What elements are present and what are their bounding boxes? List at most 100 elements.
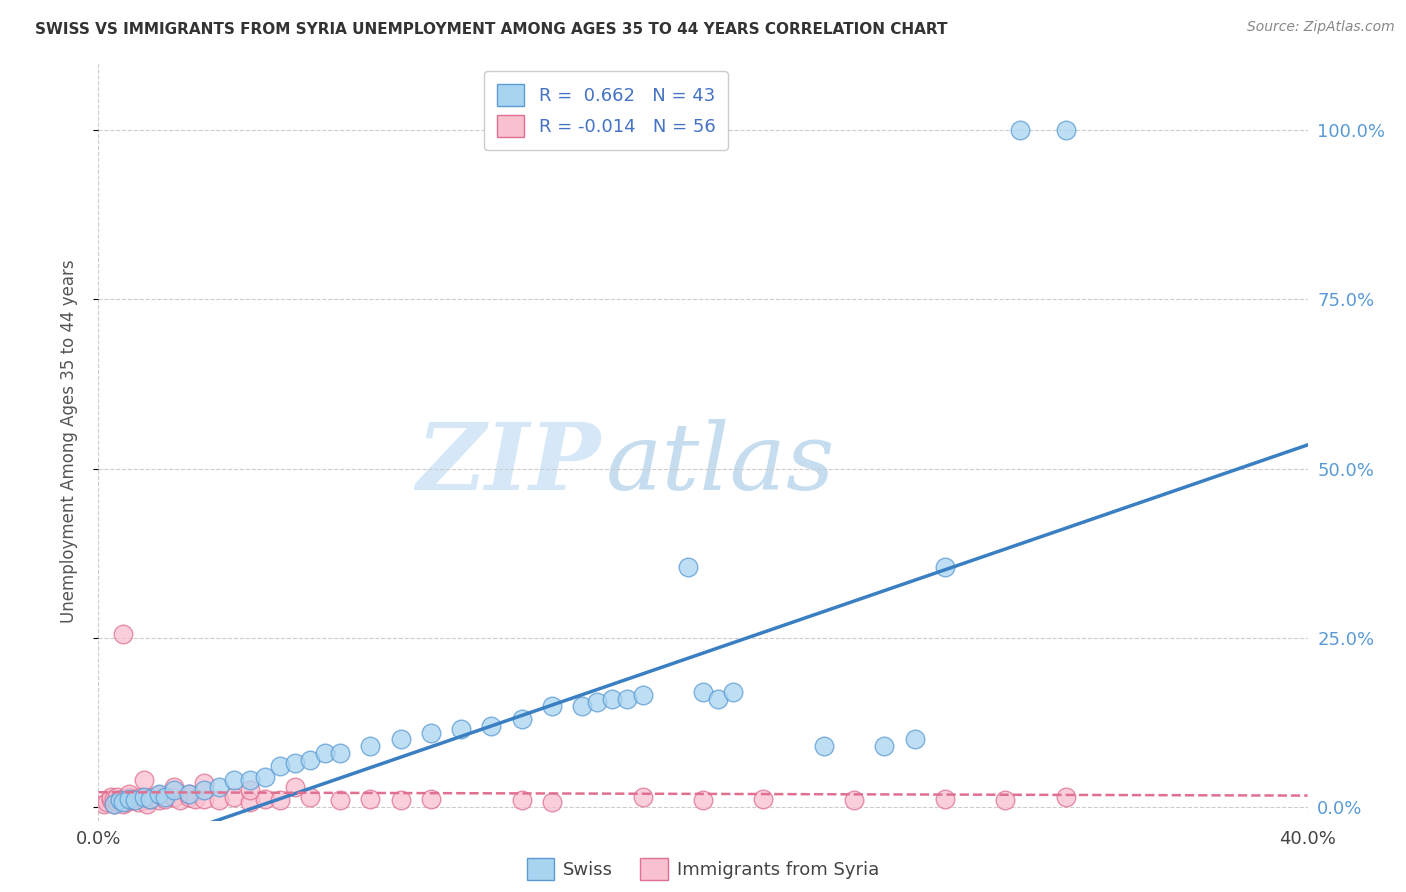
Point [193, 776, 215, 790]
Point [163, 783, 186, 797]
Point [299, 789, 322, 804]
Point [100, 789, 122, 804]
Text: Source: ZipAtlas.com: Source: ZipAtlas.com [1247, 20, 1395, 34]
Point [1010, 123, 1032, 137]
Point [586, 695, 609, 709]
Point [676, 559, 699, 574]
Point [179, 789, 201, 804]
Point [129, 789, 152, 804]
Point [389, 793, 412, 807]
Point [193, 792, 215, 806]
Point [540, 698, 562, 713]
Point [329, 746, 352, 760]
Point [360, 739, 382, 754]
Point [692, 685, 714, 699]
Point [904, 732, 927, 747]
Point [121, 793, 143, 807]
Point [114, 795, 136, 809]
Point [142, 789, 165, 804]
Point [111, 627, 134, 641]
Point [692, 793, 714, 807]
Point [314, 746, 336, 760]
Point [224, 789, 246, 804]
Text: atlas: atlas [606, 419, 835, 509]
Point [169, 793, 191, 807]
Point [124, 793, 146, 807]
Point [108, 793, 131, 807]
Point [96, 795, 118, 809]
Point [752, 792, 775, 806]
Point [269, 793, 291, 807]
Point [111, 797, 134, 811]
Point [420, 792, 443, 806]
Point [284, 756, 307, 770]
Point [934, 792, 956, 806]
Point [118, 787, 141, 801]
Point [1054, 789, 1077, 804]
Point [179, 787, 201, 801]
Point [224, 772, 246, 787]
Text: ZIP: ZIP [416, 419, 600, 509]
Point [100, 793, 122, 807]
Y-axis label: Unemployment Among Ages 35 to 44 years: Unemployment Among Ages 35 to 44 years [59, 260, 77, 624]
Point [253, 792, 276, 806]
Point [105, 789, 128, 804]
Point [208, 793, 231, 807]
Point [420, 725, 443, 739]
Point [139, 792, 162, 806]
Point [108, 793, 131, 807]
Point [118, 789, 141, 804]
Point [873, 739, 896, 754]
Point [707, 691, 730, 706]
Point [239, 772, 262, 787]
Point [540, 795, 562, 809]
Point [103, 797, 125, 811]
Point [163, 789, 186, 804]
Point [269, 759, 291, 773]
Point [132, 793, 155, 807]
Point [631, 689, 654, 703]
Text: SWISS VS IMMIGRANTS FROM SYRIA UNEMPLOYMENT AMONG AGES 35 TO 44 YEARS CORRELATIO: SWISS VS IMMIGRANTS FROM SYRIA UNEMPLOYM… [35, 22, 948, 37]
Point [616, 691, 638, 706]
Point [253, 770, 276, 784]
Point [813, 739, 835, 754]
Point [239, 783, 262, 797]
Point [239, 795, 262, 809]
Point [299, 753, 322, 767]
Point [481, 719, 503, 733]
Point [148, 788, 170, 802]
Point [105, 795, 128, 809]
Point [193, 783, 215, 797]
Point [208, 780, 231, 794]
Point [184, 792, 207, 806]
Point [132, 789, 155, 804]
Point [329, 793, 352, 807]
Point [571, 698, 593, 713]
Point [111, 795, 134, 809]
Point [153, 792, 176, 806]
Point [148, 787, 170, 801]
Point [118, 792, 141, 806]
Point [163, 780, 186, 794]
Point [450, 723, 472, 737]
Point [103, 797, 125, 811]
Point [148, 793, 170, 807]
Point [179, 787, 201, 801]
Point [93, 797, 115, 811]
Point [602, 691, 624, 706]
Point [631, 789, 654, 804]
Point [139, 792, 162, 806]
Point [124, 792, 146, 806]
Point [994, 793, 1017, 807]
Point [1054, 123, 1077, 137]
Point [132, 772, 155, 787]
Point [723, 685, 745, 699]
Legend: Swiss, Immigrants from Syria: Swiss, Immigrants from Syria [520, 851, 886, 888]
Point [103, 792, 125, 806]
Point [844, 793, 866, 807]
Point [111, 792, 134, 806]
Point [135, 797, 157, 811]
Point [510, 793, 533, 807]
Point [360, 792, 382, 806]
Point [127, 795, 149, 809]
